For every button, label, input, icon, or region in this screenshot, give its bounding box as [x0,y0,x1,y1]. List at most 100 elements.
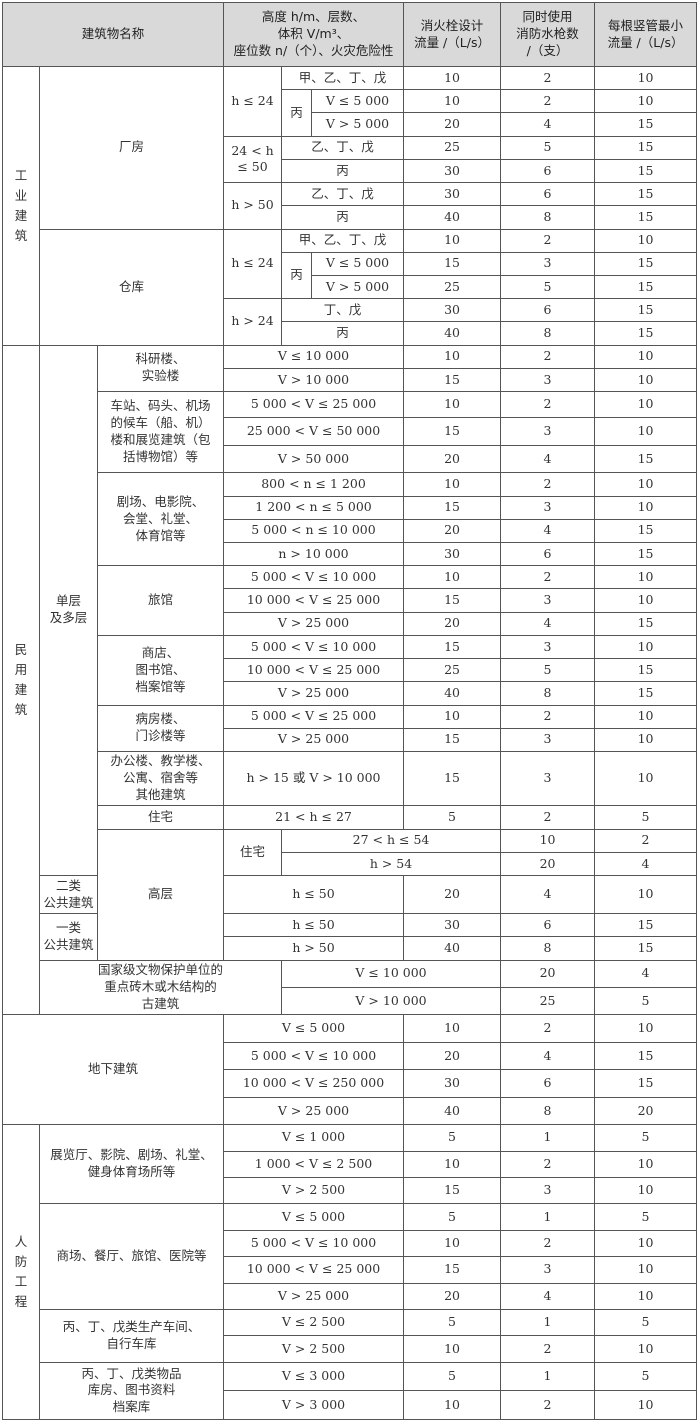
table-cell: 5 [594,1308,698,1337]
table-cell: 丙、丁、戊类生产车间、 自行车库 [38,1308,225,1363]
table-cell: 30 [403,541,502,567]
table-row: V > 25 000 40 8 15 [3,681,698,706]
table-cell: 5 [594,986,698,1016]
table-row: h > 5420410 [3,851,698,877]
table-cell: 20 [403,518,502,543]
table-cell: 8 [500,1096,596,1126]
table-row: 一类 公共建筑 h ≤ 50 30 6 15 [3,913,698,961]
table-cell: 丁、戊 [281,298,405,323]
table-cell: 3 [500,367,596,393]
table-cell: 10 [594,367,698,393]
table-cell: 8 [500,321,596,346]
table-cell: h ≤ 50 [223,913,405,938]
table-cell: 3 [500,750,596,807]
table-row: 仓库 h ≤ 24 甲、乙、丁、戊 10 2 10 [3,228,698,346]
table-cell: 5 000 < V ≤ 10 000 [223,1041,405,1071]
table-cell: 15 [403,588,502,613]
table-cell: 15 [594,135,698,160]
table-cell: 10 [594,727,698,752]
table-cell: V > 10 000 [281,986,502,1016]
table-cell: 4 [500,444,596,474]
table-cell: 10 [403,89,502,114]
table-cell: 15 [594,913,698,938]
table-cell: 4 [594,959,698,988]
table-cell: 10 [594,65,698,91]
table-cell: 10 000 < V ≤ 25 000 [223,588,405,613]
table-row: V > 5 000 20 4 15 [3,112,698,137]
table-cell: 厂房 [38,66,225,230]
table-cell: V ≤ 2 500 [223,1308,405,1337]
table-cell: 5 [403,805,502,830]
table-cell: 病房楼、 门诊楼等 [96,704,225,752]
table-cell: 20 [403,611,502,636]
table-cell: 丙 [281,205,405,230]
table-cell: 30 [403,1069,502,1098]
table-cell: h ≤ 24 [223,66,283,137]
table-cell: 10 000 < V ≤ 250 000 [223,1069,405,1098]
table-cell: 20 [500,959,596,988]
table-row: 10 000 < V ≤ 250 000 30 6 15 [3,1069,698,1098]
table-cell: 1 000 < V ≤ 2 500 [223,1150,405,1178]
table-cell: 4 [500,1282,596,1310]
table-cell: 2 [500,472,596,497]
table-cell: 6 [500,1069,596,1098]
table-cell: 40 [403,936,502,961]
table-cell: 2 [500,1390,596,1420]
table-body: 工 业 建 筑厂房 h ≤ 24 甲、乙、丁、戊 10 2 10 丙 V ≤ 5 000 10 2… [1,65,698,1421]
table-row: 办公楼、教学楼、 公寓、宿舍等 其他建筑 h > 15 或 V > 10 000 1… [3,750,698,807]
table-row: 住宅 21 < h ≤ 27 5 2 5 [3,805,698,830]
header-design-flow: 消火栓设计 流量 /（L/s） [403,2,502,67]
table-cell: h > 24 [223,298,283,346]
table-cell: V ≤ 3 000 [223,1361,405,1392]
table-row: 旅馆 5 000 < V ≤ 10 000 10 2 10 [3,565,698,636]
table-row: 5 000 < V ≤ 10 000 20 4 15 [3,1041,698,1071]
table-cell: 1 [500,1203,596,1231]
table-cell: V > 2 500 [223,1176,405,1205]
table-cell: 1 [500,1124,596,1152]
table-cell: 2 [500,1150,596,1178]
table-row: V > 25 000 20 4 10 [3,1282,698,1310]
table-cell: 10 [594,472,698,497]
table-cell: 15 [403,251,502,276]
table-row: 人 防 工 程展览厅、影院、剧场、礼堂、 健身体育场所等 V ≤ 1 000 5 1 5 [2,1124,698,1420]
table-cell: 2 [500,1014,596,1043]
table-cell: 2 [500,704,596,729]
table-cell: V ≤ 5 000 [311,89,405,114]
table-row: 民 用 建 筑单层 及多层 科研楼、 实验楼 V ≤ 10 000 10 2 10 [2,344,698,1016]
table-cell: 2 [500,391,596,419]
table-cell: 4 [500,611,596,636]
table-cell: 10 [594,704,698,729]
table-row: 10 000 < V ≤ 25 000 15 3 10 [3,1256,698,1284]
table-cell: V ≤ 1 000 [223,1124,405,1152]
table-cell: V ≤ 10 000 [223,344,405,369]
table-cell: 15 [403,1176,502,1205]
table-cell: 5 [403,1361,502,1392]
table-cell: 40 [403,1096,502,1126]
table-cell: 15 [594,444,698,474]
table-row: h > 50 40 8 15 [3,936,698,961]
table-row: 二类 公共建筑 h ≤ 50 20 4 10 [3,875,698,915]
table-cell: V > 25 000 [223,681,405,706]
table-cell: 10 [594,1390,698,1420]
table-cell: 展览厅、影院、剧场、礼堂、 健身体育场所等 [38,1124,225,1205]
table-row: 丙、丁、戊类物品 库房、图书资料 档案库 V ≤ 3 000 5 1 5 [3,1361,698,1421]
table-cell: 5 000 < V ≤ 10 000 [223,634,405,660]
table-cell: 5 [500,658,596,683]
table-row: 1 000 < V ≤ 2 500 10 2 10 [3,1150,698,1178]
table-cell: 8 [500,936,596,961]
table-cell: 10 [403,565,502,590]
table-cell: 10 [594,750,698,807]
table-cell: 高层 [96,828,225,961]
table-cell: n > 10 000 [223,541,405,567]
table-cell: 8 [500,681,596,706]
table-row: 商场、餐厅、旅馆、医院等 V ≤ 5 000 5 1 5 [3,1203,698,1310]
table-cell: 5 000 < V ≤ 25 000 [223,391,405,419]
table-cell: V > 50 000 [223,444,405,474]
table-cell: 10 [403,472,502,497]
table-row: 24 < h ≤ 50 乙、丁、戊 25 5 15 [3,135,698,184]
table-cell: 8 [500,205,596,230]
table-cell: h > 50 [223,182,283,230]
table-cell: 15 [594,518,698,543]
table-cell: 5 [594,1124,698,1152]
